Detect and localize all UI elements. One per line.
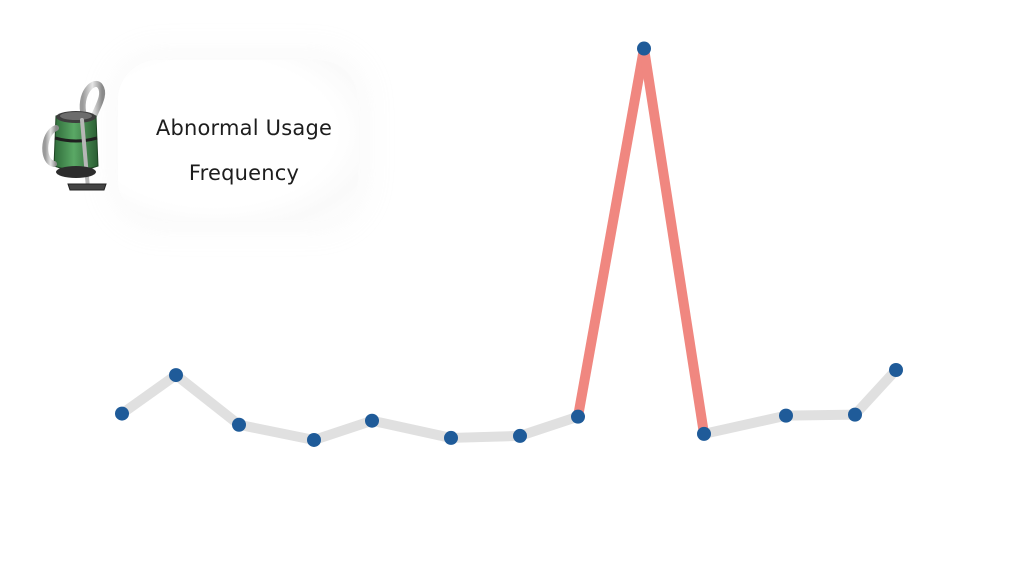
line-segment [176, 375, 239, 425]
line-segment [314, 421, 372, 440]
line-segment [855, 370, 896, 415]
data-point-11 [779, 409, 793, 423]
line-segment [786, 415, 855, 416]
line-segment [372, 421, 451, 438]
data-point-4 [307, 433, 321, 447]
line-segment [122, 375, 176, 414]
line-segment [704, 416, 786, 434]
abnormal-line-segment [578, 49, 644, 417]
data-point-2 [169, 368, 183, 382]
data-point-10 [697, 427, 711, 441]
data-point-6 [444, 431, 458, 445]
data-point-12 [848, 408, 862, 422]
line-segment [239, 425, 314, 440]
line-segment [451, 436, 520, 438]
line-segments [122, 49, 896, 440]
data-point-1 [115, 407, 129, 421]
data-point-5 [365, 414, 379, 428]
data-point-7 [513, 429, 527, 443]
data-point-8 [571, 410, 585, 424]
data-point-9 [637, 42, 651, 56]
abnormal-line-segment [644, 49, 704, 434]
line-segment [520, 417, 578, 436]
data-point-13 [889, 363, 903, 377]
data-points [115, 42, 903, 447]
data-point-3 [232, 418, 246, 432]
